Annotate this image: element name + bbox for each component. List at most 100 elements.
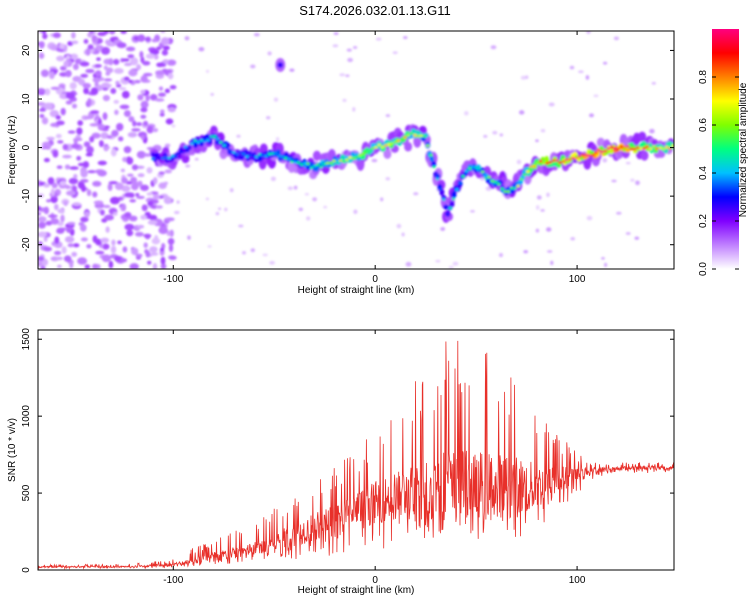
heatmap-cell xyxy=(136,64,142,71)
heatmap-cell xyxy=(121,203,127,212)
heatmap-cell xyxy=(101,128,109,132)
heatmap-cell xyxy=(129,215,138,222)
heatmap-cell xyxy=(122,246,128,253)
heatmap-cell xyxy=(57,208,65,214)
heatmap-cell xyxy=(87,170,97,174)
heatmap-cell xyxy=(92,77,101,83)
heatmap-cell xyxy=(111,129,119,137)
heatmap-cell xyxy=(277,154,281,158)
heatmap-cell xyxy=(439,188,445,196)
heatmap-cell xyxy=(79,224,87,232)
heatmap-cell xyxy=(542,162,546,165)
heatmap-cell xyxy=(630,178,635,182)
heatmap-cell xyxy=(499,133,504,137)
heatmap-cell xyxy=(97,118,102,126)
heatmap-cell xyxy=(71,103,78,109)
heatmap-cell xyxy=(102,83,112,88)
heatmap-cell xyxy=(143,120,149,127)
heatmap-cell xyxy=(574,156,579,160)
heatmap-cell xyxy=(181,153,190,164)
heatmap-cell xyxy=(114,109,119,115)
heatmap-cell xyxy=(102,87,109,91)
heatmap-cell xyxy=(492,130,498,135)
heatmap-cell xyxy=(306,162,310,166)
heatmap-cell xyxy=(588,113,595,118)
heatmap-cell xyxy=(94,113,100,118)
heatmap-cell xyxy=(81,184,86,193)
heatmap-cell xyxy=(524,75,529,80)
heatmap-cell xyxy=(305,216,311,221)
heatmap-cell xyxy=(38,193,45,198)
heatmap-cell xyxy=(121,177,128,184)
heatmap-cell xyxy=(104,214,114,221)
heatmap-cell xyxy=(413,192,419,196)
heatmap-cell xyxy=(147,219,158,226)
heatmap-cell xyxy=(625,147,631,153)
colorbar-label: Normalized spectral amplitude xyxy=(738,82,749,217)
heatmap-cell xyxy=(113,99,120,104)
heatmap-cell xyxy=(103,204,111,209)
heatmap-cell xyxy=(86,244,92,249)
heatmap-cell xyxy=(167,156,171,160)
heatmap-cell xyxy=(264,154,269,158)
heatmap-cell xyxy=(125,46,136,52)
heatmap-cell xyxy=(100,46,111,55)
heatmap-cell xyxy=(47,214,58,218)
heatmap-cell xyxy=(45,220,53,226)
heatmap-cell xyxy=(269,260,275,265)
heatmap-cell xyxy=(65,69,72,78)
heatmap-cell xyxy=(127,131,138,138)
heatmap-cell xyxy=(312,164,317,168)
heatmap-cell xyxy=(56,165,63,170)
heatmap-cell xyxy=(548,102,555,107)
heatmap-cell xyxy=(273,97,279,102)
heatmap-cell xyxy=(108,260,114,269)
heatmap-cell xyxy=(113,58,120,65)
heatmap-cell xyxy=(86,189,92,197)
heatmap-cell xyxy=(119,104,130,110)
heatmap-cell xyxy=(671,144,674,148)
heatmap-cell xyxy=(63,60,69,68)
heatmap-cell xyxy=(640,150,649,161)
heatmap-cell xyxy=(332,159,336,163)
heatmap-cell xyxy=(438,187,443,191)
heatmap-cell xyxy=(129,199,137,203)
heatmap-cell xyxy=(522,173,527,176)
heatmap-cell xyxy=(536,195,542,200)
heatmap-cell xyxy=(154,154,159,157)
heatmap-cell xyxy=(480,170,485,174)
heatmap-cell xyxy=(143,72,153,77)
heatmap-cell xyxy=(158,92,166,97)
heatmap-cell xyxy=(111,239,116,246)
colorbar-tick-label: 0.6 xyxy=(698,118,709,132)
heatmap-cell xyxy=(323,205,328,209)
heatmap-cell xyxy=(283,156,288,160)
heatmap-cell xyxy=(490,45,497,50)
heatmap-cell xyxy=(455,188,459,191)
heatmap-cell xyxy=(622,145,627,149)
heatmap-cell xyxy=(92,263,99,269)
heatmap-cell xyxy=(43,183,50,188)
heatmap-cell xyxy=(593,94,599,98)
heatmap-cell xyxy=(69,53,79,60)
heatmap-cell xyxy=(136,224,145,229)
heatmap-cell xyxy=(140,89,146,95)
heatmap-cell xyxy=(471,165,475,169)
heatmap-cell xyxy=(53,203,59,211)
heatmap-cell xyxy=(236,134,241,138)
heatmap-cell xyxy=(160,263,167,269)
heatmap-cell xyxy=(639,147,643,150)
heatmap-cell xyxy=(333,32,339,35)
heatmap-cell xyxy=(131,183,139,191)
heatmap-cell xyxy=(250,248,256,253)
heatmap-cell xyxy=(555,159,559,162)
heatmap-cell xyxy=(385,177,391,181)
heatmap-cell xyxy=(177,152,181,155)
heatmap-x-tick-label: 100 xyxy=(569,274,586,285)
heatmap-cell xyxy=(57,221,64,227)
snr-y-tick-label: 0 xyxy=(21,567,32,573)
heatmap-cell xyxy=(364,150,369,154)
heatmap-cell xyxy=(71,40,79,45)
heatmap-cell xyxy=(299,163,304,166)
